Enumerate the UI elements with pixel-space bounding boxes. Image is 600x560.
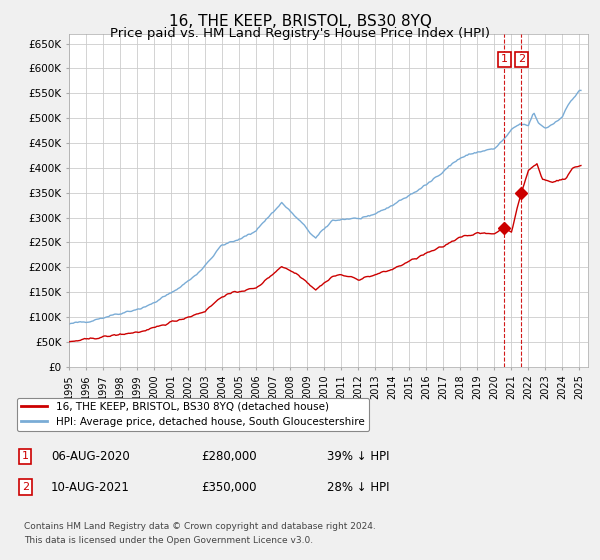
Text: 2: 2 (22, 482, 29, 492)
Text: £280,000: £280,000 (201, 450, 257, 463)
Text: This data is licensed under the Open Government Licence v3.0.: This data is licensed under the Open Gov… (24, 536, 313, 545)
Text: 1: 1 (22, 451, 29, 461)
Text: 10-AUG-2021: 10-AUG-2021 (51, 480, 130, 494)
Text: 1: 1 (501, 54, 508, 64)
Text: 16, THE KEEP, BRISTOL, BS30 8YQ: 16, THE KEEP, BRISTOL, BS30 8YQ (169, 14, 431, 29)
Text: Price paid vs. HM Land Registry's House Price Index (HPI): Price paid vs. HM Land Registry's House … (110, 27, 490, 40)
Text: 06-AUG-2020: 06-AUG-2020 (51, 450, 130, 463)
Text: £350,000: £350,000 (201, 480, 257, 494)
Text: 39% ↓ HPI: 39% ↓ HPI (327, 450, 389, 463)
Text: 28% ↓ HPI: 28% ↓ HPI (327, 480, 389, 494)
Legend: 16, THE KEEP, BRISTOL, BS30 8YQ (detached house), HPI: Average price, detached h: 16, THE KEEP, BRISTOL, BS30 8YQ (detache… (17, 398, 368, 431)
Text: 2: 2 (518, 54, 525, 64)
Text: Contains HM Land Registry data © Crown copyright and database right 2024.: Contains HM Land Registry data © Crown c… (24, 522, 376, 531)
